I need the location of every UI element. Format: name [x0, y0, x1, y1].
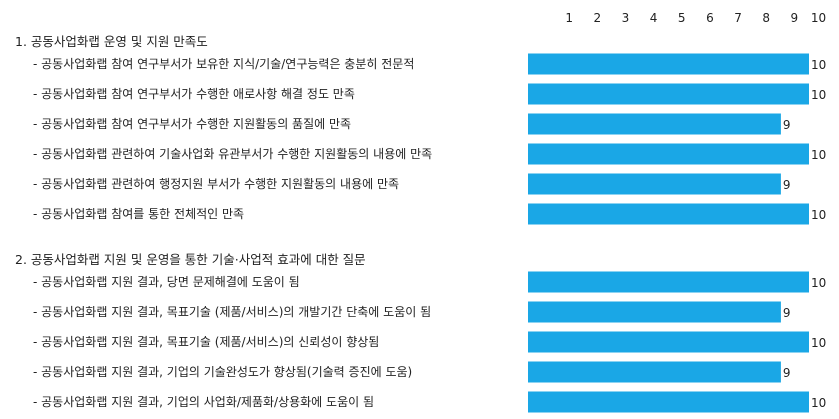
x-tick-label: 4: [650, 11, 658, 25]
item-label: - 공동사업화랩 참여 연구부서가 수행한 지원활동의 품질에 만족: [33, 116, 351, 131]
x-tick-label: 2: [593, 11, 601, 25]
item-label: - 공동사업화랩 지원 결과, 목표기술 (제품/서비스)의 신뢰성이 향상됨: [33, 335, 379, 349]
x-tick-label: 1: [565, 11, 573, 25]
bar: [528, 271, 809, 293]
section-title: 2. 공동사업화랩 지원 및 운영을 통한 기술·사업적 효과에 대한 질문: [15, 252, 366, 267]
bar: [528, 173, 781, 195]
item-label: - 공동사업화랩 지원 결과, 목표기술 (제품/서비스)의 개발기간 단축에 …: [33, 305, 431, 319]
x-tick-label: 3: [622, 11, 630, 25]
bar-value-label: 9: [783, 366, 791, 380]
bar: [528, 113, 781, 135]
x-tick-label: 8: [762, 11, 770, 25]
bar-value-label: 9: [783, 118, 791, 132]
bar-value-label: 10: [811, 58, 826, 72]
item-label: - 공동사업화랩 관련하여 행정지원 부서가 수행한 지원활동의 내용에 만족: [33, 176, 399, 191]
bar-value-label: 9: [783, 306, 791, 320]
x-tick-label: 6: [706, 11, 714, 25]
x-tick-label: 5: [678, 11, 686, 25]
bar: [528, 53, 809, 75]
bar-value-label: 10: [811, 148, 826, 162]
item-label: - 공동사업화랩 지원 결과, 당면 문제해결에 도움이 됨: [33, 275, 300, 289]
bar-value-label: 10: [811, 88, 826, 102]
x-tick-label: 10: [811, 11, 826, 25]
x-tick-label: 7: [734, 11, 742, 25]
item-label: - 공동사업화랩 관련하여 기술사업화 유관부서가 수행한 지원활동의 내용에 …: [33, 146, 432, 161]
bar: [528, 203, 809, 225]
item-label: - 공동사업화랩 지원 결과, 기업의 사업화/제품화/상용화에 도움이 됨: [33, 395, 374, 409]
item-label: - 공동사업화랩 참여 연구부서가 보유한 지식/기술/연구능력은 충분히 전문…: [33, 57, 414, 71]
bar: [528, 391, 809, 413]
item-label: - 공동사업화랩 참여 연구부서가 수행한 애로사항 해결 정도 만족: [33, 86, 355, 101]
bar: [528, 83, 809, 105]
bar: [528, 331, 809, 353]
x-tick-label: 9: [791, 11, 799, 25]
bar-value-label: 10: [811, 336, 826, 350]
bar: [528, 143, 809, 165]
item-label: - 공동사업화랩 참여를 통한 전체적인 만족: [33, 207, 244, 221]
bar-value-label: 10: [811, 208, 826, 222]
bar: [528, 301, 781, 323]
section-title: 1. 공동사업화랩 운영 및 지원 만족도: [15, 34, 208, 49]
item-label: - 공동사업화랩 지원 결과, 기업의 기술완성도가 향상됨(기술력 증진에 도…: [33, 365, 412, 379]
bar-value-label: 10: [811, 396, 826, 410]
bar: [528, 361, 781, 383]
bar-value-label: 10: [811, 276, 826, 290]
bar-value-label: 9: [783, 178, 791, 192]
